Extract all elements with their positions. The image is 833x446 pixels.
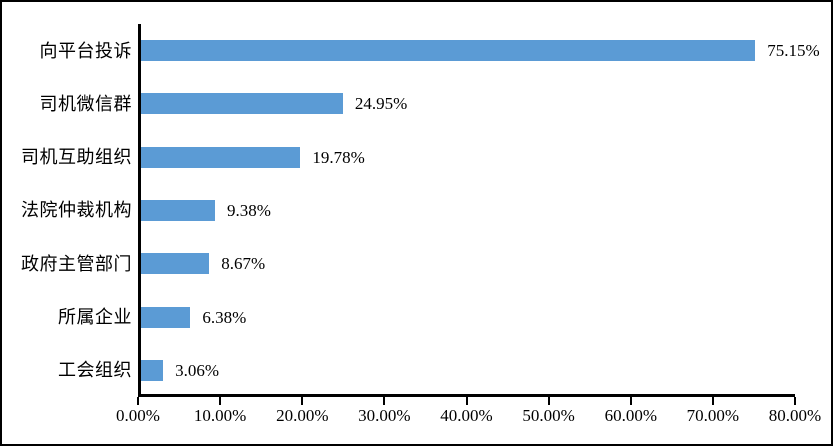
- x-axis-tick-label: 80.00%: [768, 406, 822, 425]
- bar: [141, 306, 191, 328]
- bar-zone: 6.38%: [141, 290, 795, 343]
- bar: [141, 359, 164, 381]
- bar-zone: 8.67%: [141, 237, 795, 290]
- bar-row: 司机微信群 24.95%: [2, 77, 795, 130]
- x-axis-tick: [794, 397, 796, 405]
- value-label: 9.38%: [227, 200, 271, 220]
- bar-rows: 向平台投诉 75.15% 司机微信群 24.95% 司机互助组织 19.78% 法院仲裁机构…: [2, 24, 820, 397]
- bar-row: 法院仲裁机构 9.38%: [2, 184, 795, 237]
- value-label: 24.95%: [354, 94, 408, 114]
- x-axis-tick: [547, 397, 550, 405]
- value-label: 8.67%: [221, 254, 266, 274]
- x-axis-tick-label: 20.00%: [276, 406, 329, 425]
- bar-zone: 24.95%: [141, 77, 795, 130]
- category-label: 司机微信群: [39, 93, 132, 114]
- category-label: 工会组织: [58, 360, 132, 381]
- value-label: 19.78%: [312, 147, 365, 167]
- x-axis-tick-label: 0.00%: [116, 406, 160, 425]
- x-axis-tick-label: 70.00%: [686, 406, 740, 425]
- x-axis-tick: [711, 397, 714, 405]
- bar-zone: 75.15%: [141, 24, 820, 77]
- category-label: 政府主管部门: [21, 253, 132, 274]
- x-axis-tick-label: 10.00%: [193, 406, 247, 425]
- x-axis-tick: [629, 397, 632, 405]
- category-label: 司机互助组织: [21, 147, 132, 168]
- x-axis-tick: [137, 397, 139, 405]
- bar-row: 司机互助组织 19.78%: [2, 131, 795, 184]
- bar-zone: 3.06%: [141, 344, 795, 397]
- value-label: 6.38%: [202, 307, 247, 327]
- bar: [141, 93, 343, 115]
- category-label: 向平台投诉: [39, 40, 132, 61]
- x-axis-tick: [301, 397, 304, 405]
- category-label: 法院仲裁机构: [21, 200, 132, 221]
- value-label: 3.06%: [175, 360, 220, 380]
- bar-zone: 9.38%: [141, 184, 795, 237]
- bar: [141, 40, 756, 62]
- bar: [141, 146, 301, 168]
- bar: [141, 253, 210, 275]
- bar: [141, 199, 215, 221]
- bar-row: 工会组织 3.06%: [2, 344, 795, 397]
- bar-row: 政府主管部门 8.67%: [2, 237, 795, 290]
- x-axis-tick: [383, 397, 386, 405]
- plot-area: [138, 24, 795, 397]
- value-label: 75.15%: [767, 41, 820, 61]
- x-axis-tick: [219, 397, 222, 405]
- category-label: 所属企业: [58, 307, 132, 328]
- x-axis-tick-label: 40.00%: [440, 406, 493, 425]
- x-axis-tick-label: 30.00%: [358, 406, 411, 425]
- x-axis-tick-label: 60.00%: [604, 406, 657, 425]
- x-axis-tick-label: 50.00%: [522, 406, 575, 425]
- x-axis-tick: [465, 397, 468, 405]
- bar-row: 向平台投诉 75.15%: [2, 24, 820, 77]
- bar-zone: 19.78%: [141, 131, 795, 184]
- bar-row: 所属企业 6.38%: [2, 290, 795, 343]
